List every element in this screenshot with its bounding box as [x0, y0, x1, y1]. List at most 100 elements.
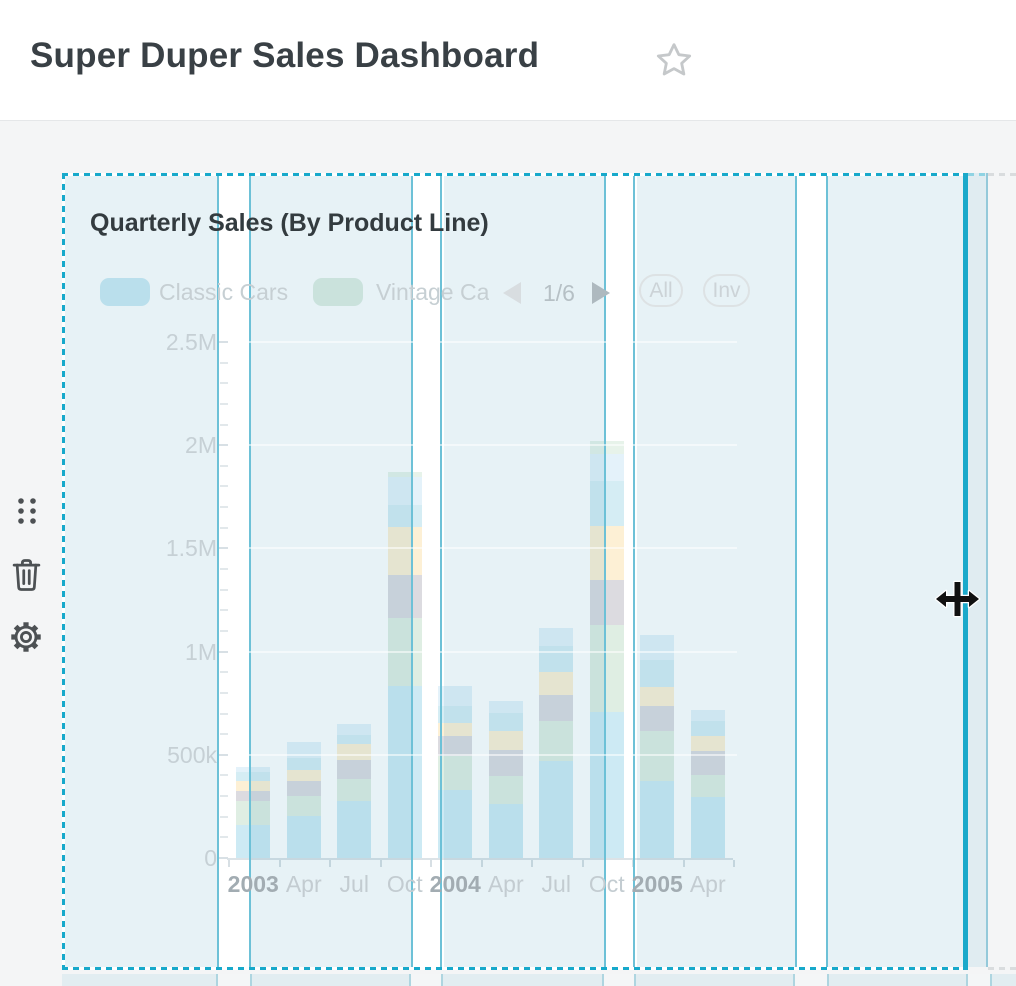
legend-swatch-vintage-cars[interactable] [313, 278, 363, 306]
bar-segment[interactable] [236, 766, 271, 772]
card-border-left [62, 173, 65, 970]
bar-segment[interactable] [387, 505, 422, 528]
bar-segment[interactable] [589, 624, 624, 713]
bar-segment[interactable] [690, 797, 725, 858]
bar-segment[interactable] [640, 706, 675, 732]
bar-segment[interactable] [438, 722, 473, 736]
bar-segment[interactable] [589, 453, 624, 481]
bar-segment[interactable] [337, 744, 372, 761]
drag-handle-icon[interactable] [15, 496, 39, 526]
bar-segment[interactable] [488, 730, 523, 750]
bar-segment[interactable] [488, 775, 523, 804]
delete-card-button[interactable] [10, 556, 43, 592]
bar-segment[interactable] [337, 801, 372, 858]
bar-segment[interactable] [640, 660, 675, 688]
bar-segment[interactable] [539, 671, 574, 695]
gridline [229, 650, 737, 653]
bar-segment[interactable] [387, 527, 422, 576]
bar-segment[interactable] [690, 709, 725, 721]
legend-swatch-classic-cars[interactable] [100, 278, 150, 306]
bar-segment[interactable] [387, 476, 422, 506]
bar-segment[interactable] [236, 780, 271, 791]
x-axis-label: 2004 [429, 871, 481, 897]
bar-segment[interactable] [438, 705, 473, 723]
bar-segment[interactable] [589, 580, 624, 625]
grid-gutter-line [217, 176, 219, 967]
bar-segment[interactable] [589, 525, 624, 581]
bar-segment[interactable] [236, 790, 271, 801]
legend-prev-page-button[interactable] [503, 282, 521, 304]
bar-segment[interactable] [589, 440, 624, 454]
chart-text-layer: Quarterly Sales (By Product Line) Classi… [62, 173, 968, 970]
bar-segment[interactable] [539, 694, 574, 721]
y-axis-label: 500k [167, 741, 217, 768]
x-axis-tick [228, 860, 230, 867]
bar-segment[interactable] [286, 795, 321, 816]
bar-segment[interactable] [236, 771, 271, 781]
bar-segment[interactable] [337, 779, 372, 802]
x-axis-tick [379, 860, 382, 867]
x-axis-label: Jul [339, 871, 369, 897]
y-axis-tick [220, 588, 228, 591]
bar-segment[interactable] [286, 757, 321, 770]
bar-segment[interactable] [438, 755, 473, 790]
grid-gutter [409, 974, 443, 986]
drag-overlay-column [637, 176, 795, 967]
bar-segment[interactable] [539, 760, 574, 858]
bar-segment[interactable] [640, 780, 675, 858]
bar-segment[interactable] [589, 712, 624, 858]
bar-segment[interactable] [539, 627, 574, 646]
bar-segment[interactable] [438, 685, 473, 706]
card-resize-edge-right[interactable] [963, 173, 968, 970]
favorite-star-icon[interactable] [654, 40, 694, 80]
x-axis-label: Oct [588, 871, 625, 897]
x-axis-tick [682, 860, 685, 867]
bar-segment[interactable] [488, 712, 523, 731]
bar-segment[interactable] [387, 472, 422, 477]
bar-segment[interactable] [286, 815, 321, 858]
bar-segment[interactable] [589, 480, 624, 526]
bar-segment[interactable] [640, 687, 675, 707]
bar-segment[interactable] [337, 734, 372, 745]
bar-segment[interactable] [286, 780, 321, 796]
bar-segment[interactable] [488, 700, 523, 713]
bar-segment[interactable] [337, 724, 372, 735]
chart-card[interactable]: Quarterly Sales (By Product Line) Classi… [62, 173, 968, 970]
y-axis-tick [220, 774, 228, 777]
bar-segment[interactable] [539, 645, 574, 672]
legend-label-vintage-cars[interactable]: Vintage Cars [376, 279, 489, 305]
bar-segment[interactable] [488, 803, 523, 858]
legend-select-all-button[interactable]: All [639, 274, 683, 307]
bar-segment[interactable] [286, 769, 321, 781]
bar-segment[interactable] [690, 735, 725, 751]
grid-gutter [216, 974, 252, 986]
grid-gutter [793, 974, 829, 986]
y-axis-tick [220, 464, 228, 467]
bar-segment[interactable] [387, 685, 422, 858]
bar-segment[interactable] [236, 824, 271, 858]
move-cursor-icon [934, 580, 981, 618]
bar-segment[interactable] [337, 760, 372, 780]
x-axis-tick [531, 860, 533, 867]
legend-next-page-button[interactable] [592, 282, 610, 304]
legend-inverse-button[interactable]: Inv [703, 274, 750, 307]
bar-segment[interactable] [438, 789, 473, 858]
bar-segment[interactable] [387, 575, 422, 618]
y-axis-label: 2M [185, 432, 217, 459]
y-axis-label: 0 [204, 845, 217, 871]
legend-page-indicator: 1/6 [543, 280, 575, 306]
bar-segment[interactable] [690, 720, 725, 736]
bar-segment[interactable] [690, 775, 725, 798]
bar-segment[interactable] [438, 735, 473, 756]
y-axis-label: 1.5M [165, 535, 217, 562]
bar-segment[interactable] [640, 731, 675, 781]
grid-gutter-line [826, 176, 828, 967]
card-border-top [62, 173, 963, 176]
bar-segment[interactable] [236, 800, 271, 825]
bar-segment[interactable] [286, 741, 321, 758]
bar-segment[interactable] [640, 635, 675, 661]
y-axis-tick [220, 506, 228, 509]
gridline [229, 341, 737, 343]
card-settings-button[interactable] [7, 617, 45, 657]
legend-label-classic-cars[interactable]: Classic Cars [159, 279, 289, 305]
